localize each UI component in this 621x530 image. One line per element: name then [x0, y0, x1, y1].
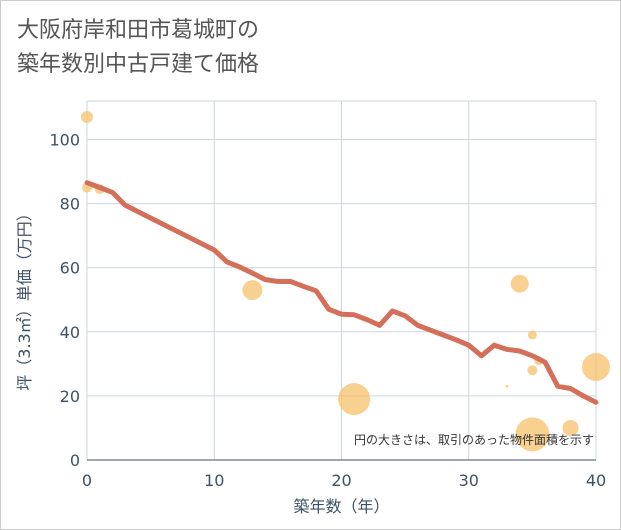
bubble-point-11 — [515, 417, 550, 452]
y-tick-label-20: 20 — [60, 387, 80, 406]
x-tick-label-30: 30 — [459, 471, 479, 490]
bubble-point-7 — [510, 274, 529, 293]
y-tick-label-0: 0 — [70, 451, 80, 470]
bubble-point-9 — [527, 365, 538, 376]
y-tick-label-100: 100 — [49, 130, 80, 149]
bubble-point-13 — [582, 353, 610, 382]
y-tick-label-80: 80 — [60, 195, 80, 214]
chart-title: 大阪府岸和田市葛城町の 築年数別中古戸建て価格 — [17, 14, 259, 82]
x-tick-label-10: 10 — [204, 471, 224, 490]
bubble-point-5 — [338, 383, 371, 416]
bubble-point-8 — [527, 330, 537, 340]
y-axis-title: 坪（3.3㎡）単価（万円） — [15, 205, 34, 390]
bubble-point-12 — [562, 419, 579, 436]
chart-title-line-2: 築年数別中古戸建て価格 — [17, 52, 260, 77]
bubble-point-6 — [505, 384, 509, 388]
x-tick-label-40: 40 — [586, 471, 606, 490]
bubble-size-note: 円の大きさは、取引のあった物件面積を示す — [354, 432, 594, 447]
y-tick-label-40: 40 — [60, 323, 80, 342]
bubble-point-4 — [242, 280, 263, 301]
trend-line — [84, 180, 599, 405]
bubble-point-1 — [81, 111, 93, 124]
y-tick-label-60: 60 — [60, 259, 80, 278]
grid-lines — [86, 100, 597, 460]
chart-title-line-1: 大阪府岸和田市葛城町の — [17, 18, 260, 43]
x-tick-label-20: 20 — [331, 471, 351, 490]
trend-series — [84, 180, 599, 405]
x-tick-labels: 0 10 20 30 40 — [82, 471, 606, 490]
x-tick-label-0: 0 — [82, 471, 92, 490]
x-axis-title: 築年数（年） — [293, 497, 389, 516]
y-tick-labels: 0 20 40 60 80 100 — [49, 130, 80, 470]
